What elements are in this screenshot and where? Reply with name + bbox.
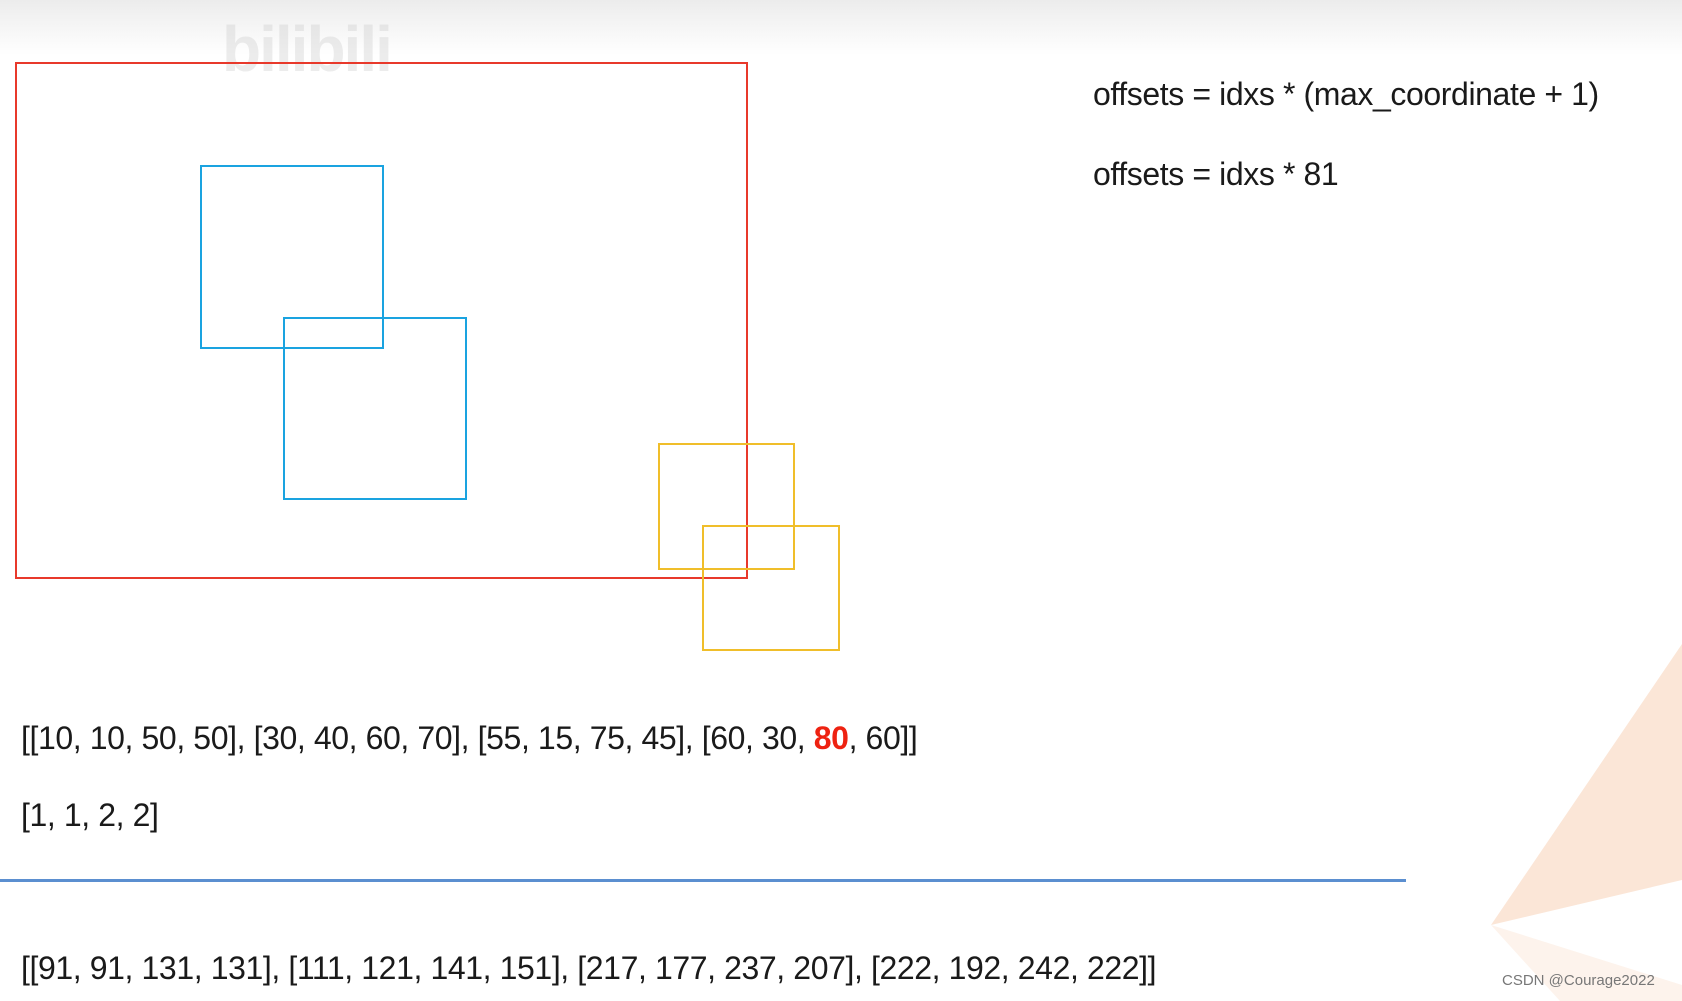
yellow-box-1 [658,443,795,570]
formula-general: offsets = idxs * (max_coordinate + 1) [1093,76,1599,112]
boxes-text-end: , 60]] [848,720,918,756]
orange-triangle-fade [1491,925,1682,1001]
highlighted-value: 80 [813,720,849,756]
boxes-text: [[10, 10, 50, 50], [30, 40, 60, 70], [55… [21,720,814,756]
boxes-list: [[10, 10, 50, 50], [30, 40, 60, 70], [55… [21,720,918,757]
blue-box-1 [200,165,384,349]
blue-box-2 [283,317,467,500]
bilibili-watermark: bilibili [222,13,393,85]
formula-specific: offsets = idxs * 81 [1093,156,1339,192]
image-frame-rect [15,62,748,579]
csdn-credit: CSDN @Courage2022 [1502,972,1655,989]
yellow-box-2 [702,525,840,651]
orange-triangle [1491,644,1682,925]
offset-boxes-list: [[91, 91, 131, 131], [111, 121, 141, 151… [21,950,1157,986]
top-fade [0,0,1682,55]
idxs-list: [1, 1, 2, 2] [21,797,159,833]
divider-line [0,879,1406,882]
